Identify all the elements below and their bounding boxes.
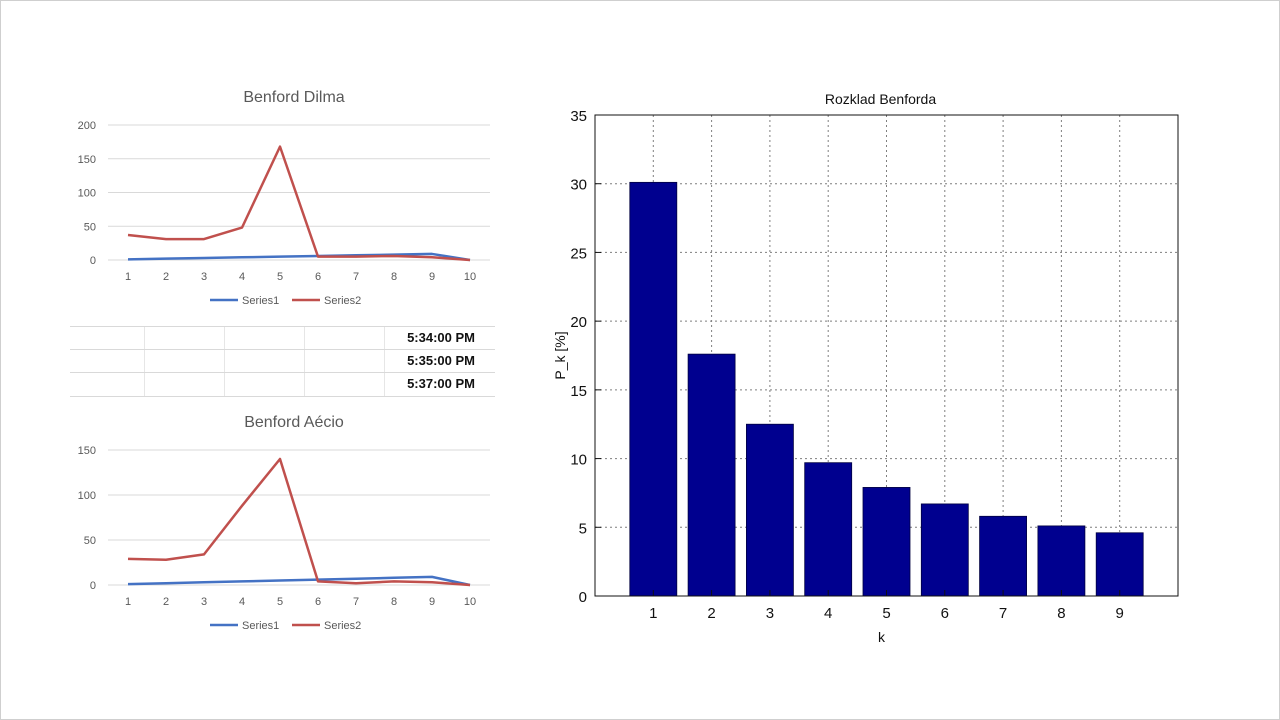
x-tick-label: 6 bbox=[315, 271, 321, 283]
bar bbox=[629, 181, 678, 597]
x-tick-label: 1 bbox=[125, 271, 131, 283]
x-tick-label: 1 bbox=[125, 596, 131, 608]
x-tick-label: 8 bbox=[1057, 605, 1065, 622]
x-tick-label: 10 bbox=[464, 271, 476, 283]
x-tick-label: 3 bbox=[201, 596, 207, 608]
bar bbox=[804, 462, 853, 597]
benford-aecio-chart: Benford Aécio 0 50 100 150 1 2 3 4 5 6 7 8 9 10 Series1… bbox=[78, 414, 490, 632]
series-line-series1 bbox=[127, 575, 471, 587]
x-tick-label: 9 bbox=[1116, 605, 1124, 622]
series-line-series2 bbox=[127, 145, 471, 262]
table-row: 5:35:00 PM bbox=[70, 349, 495, 373]
x-tick-label: 2 bbox=[163, 271, 169, 283]
x-tick-label: 6 bbox=[941, 605, 949, 622]
y-tick-label: 30 bbox=[570, 177, 587, 194]
y-axis-label: P_k [%] bbox=[552, 331, 568, 379]
plot-frame bbox=[594, 114, 1179, 597]
bar bbox=[745, 423, 794, 597]
y-tick-label: 50 bbox=[84, 221, 96, 233]
bar bbox=[920, 503, 969, 597]
y-tick-label: 100 bbox=[78, 188, 96, 200]
bar bbox=[1037, 525, 1086, 597]
y-tick-label: 10 bbox=[570, 452, 587, 469]
rozklad-benforda-chart: Rozklad Benforda 0 5 10 15 20 25 30 35 1 2 3 4 5 6 7 8 9 k… bbox=[552, 91, 1179, 645]
time-cell: 5:35:00 PM bbox=[407, 353, 475, 368]
y-tick-label: 50 bbox=[84, 535, 96, 547]
bar bbox=[1095, 532, 1144, 597]
time-table: 5:34:00 PM 5:35:00 PM 5:37:00 PM bbox=[70, 326, 495, 397]
y-tick-label: 20 bbox=[570, 314, 587, 331]
bar bbox=[687, 353, 736, 597]
time-cell: 5:37:00 PM bbox=[407, 376, 475, 391]
benford-dilma-chart: Benford Dilma 0 50 100 150 200 1 2 3 4 5 6 7 8 9 10 Seri… bbox=[78, 89, 490, 307]
chart-title: Benford Dilma bbox=[243, 89, 344, 106]
time-cell: 5:34:00 PM bbox=[407, 330, 475, 345]
x-tick-label: 8 bbox=[391, 596, 397, 608]
x-tick-label: 2 bbox=[163, 596, 169, 608]
series-line-series2 bbox=[127, 457, 471, 587]
x-tick-label: 1 bbox=[649, 605, 657, 622]
legend-label: Series1 bbox=[242, 620, 279, 632]
x-tick-label: 5 bbox=[277, 596, 283, 608]
table-row: 5:37:00 PM bbox=[70, 372, 495, 397]
table-row: 5:34:00 PM bbox=[70, 326, 495, 350]
x-tick-label: 4 bbox=[824, 605, 832, 622]
y-tick-label: 5 bbox=[579, 520, 587, 537]
y-tick-label: 0 bbox=[90, 580, 96, 592]
legend-label: Series2 bbox=[324, 620, 361, 632]
bar bbox=[979, 515, 1028, 597]
x-tick-label: 5 bbox=[277, 271, 283, 283]
y-tick-label: 0 bbox=[90, 255, 96, 267]
y-tick-label: 35 bbox=[570, 108, 587, 125]
x-tick-label: 9 bbox=[429, 596, 435, 608]
chart-title: Rozklad Benforda bbox=[825, 91, 937, 107]
y-tick-label: 150 bbox=[78, 154, 96, 166]
x-tick-label: 7 bbox=[353, 596, 359, 608]
x-tick-label: 6 bbox=[315, 596, 321, 608]
legend-label: Series2 bbox=[324, 295, 361, 307]
x-tick-label: 4 bbox=[239, 596, 245, 608]
y-tick-label: 0 bbox=[579, 589, 587, 606]
chart-title: Benford Aécio bbox=[244, 414, 344, 431]
y-tick-label: 150 bbox=[78, 445, 96, 457]
x-tick-label: 5 bbox=[882, 605, 890, 622]
y-tick-label: 100 bbox=[78, 490, 96, 502]
x-axis-label: k bbox=[878, 629, 886, 645]
y-tick-label: 25 bbox=[570, 245, 587, 262]
series-line-series1 bbox=[127, 252, 471, 262]
bar bbox=[862, 487, 911, 597]
legend-label: Series1 bbox=[242, 295, 279, 307]
x-tick-label: 8 bbox=[391, 271, 397, 283]
y-tick-label: 200 bbox=[78, 120, 96, 132]
x-tick-label: 3 bbox=[201, 271, 207, 283]
x-tick-label: 4 bbox=[239, 271, 245, 283]
y-tick-label: 15 bbox=[570, 383, 587, 400]
x-tick-label: 2 bbox=[707, 605, 715, 622]
x-tick-label: 7 bbox=[999, 605, 1007, 622]
x-tick-label: 9 bbox=[429, 271, 435, 283]
x-tick-label: 7 bbox=[353, 271, 359, 283]
x-tick-label: 3 bbox=[766, 605, 774, 622]
x-tick-label: 10 bbox=[464, 596, 476, 608]
